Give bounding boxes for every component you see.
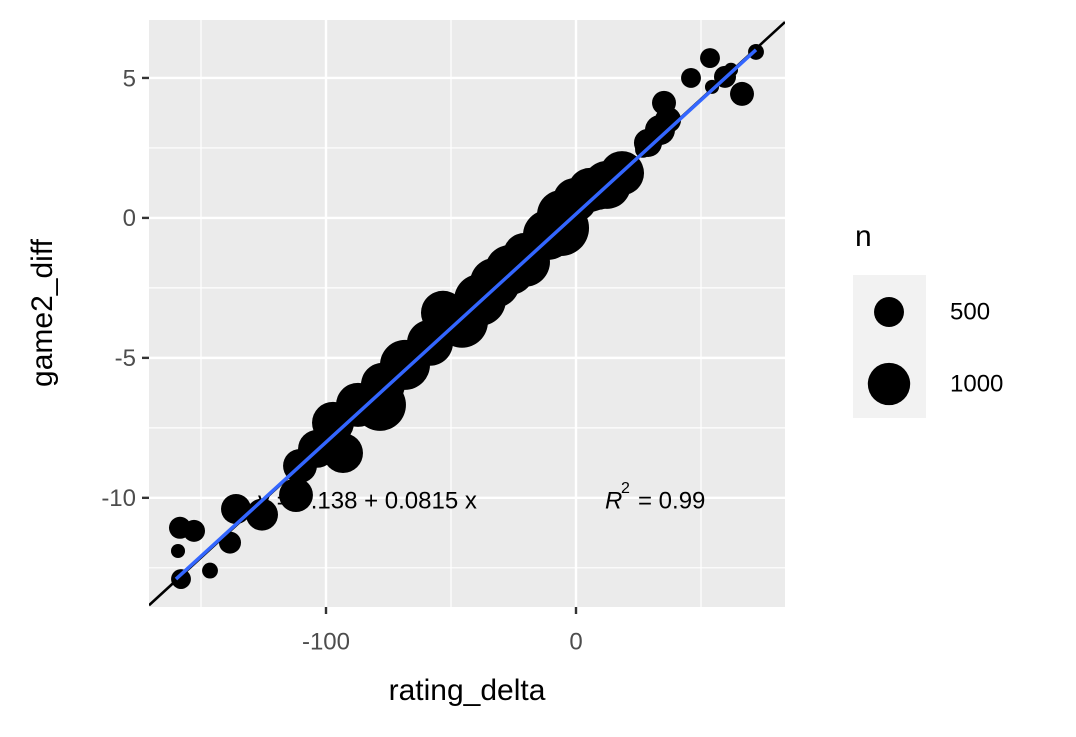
- point: [171, 569, 191, 589]
- point: [246, 498, 278, 531]
- y-tick-label: -5: [115, 345, 136, 372]
- point: [681, 68, 701, 88]
- x-tick-label: -100: [302, 628, 350, 655]
- point: [704, 79, 720, 94]
- legend: n 500 1000: [853, 220, 1003, 418]
- x-axis-title: rating_delta: [389, 674, 546, 707]
- point: [578, 169, 618, 210]
- legend-key: [867, 362, 911, 406]
- point: [730, 81, 754, 106]
- y-axis-title: game2_diff: [26, 238, 59, 387]
- legend-label: 1000: [950, 370, 1003, 397]
- point: [182, 519, 206, 542]
- r-squared-exponent: 2: [621, 480, 630, 497]
- point: [202, 562, 218, 579]
- fit-line: [174, 48, 758, 581]
- axis-ticks: -100 0 5 0 -5 -10: [101, 65, 582, 655]
- y-tick-label: 0: [123, 205, 136, 232]
- r-squared-value: = 0.99: [638, 487, 705, 514]
- point: [279, 478, 313, 512]
- point: [633, 128, 663, 157]
- x-tick-label: 0: [569, 628, 582, 655]
- point: [652, 90, 676, 115]
- y-tick-label: 5: [123, 65, 136, 92]
- grid: [149, 20, 785, 607]
- legend-key: [874, 297, 904, 327]
- point: [221, 494, 251, 525]
- legend-label: 500: [950, 298, 990, 325]
- r-squared-label: R: [605, 487, 622, 514]
- points: [168, 43, 764, 589]
- y-tick-label: -10: [101, 485, 136, 512]
- lines: [149, 21, 785, 607]
- legend-title: n: [855, 220, 872, 253]
- point: [170, 543, 186, 559]
- point: [700, 48, 720, 69]
